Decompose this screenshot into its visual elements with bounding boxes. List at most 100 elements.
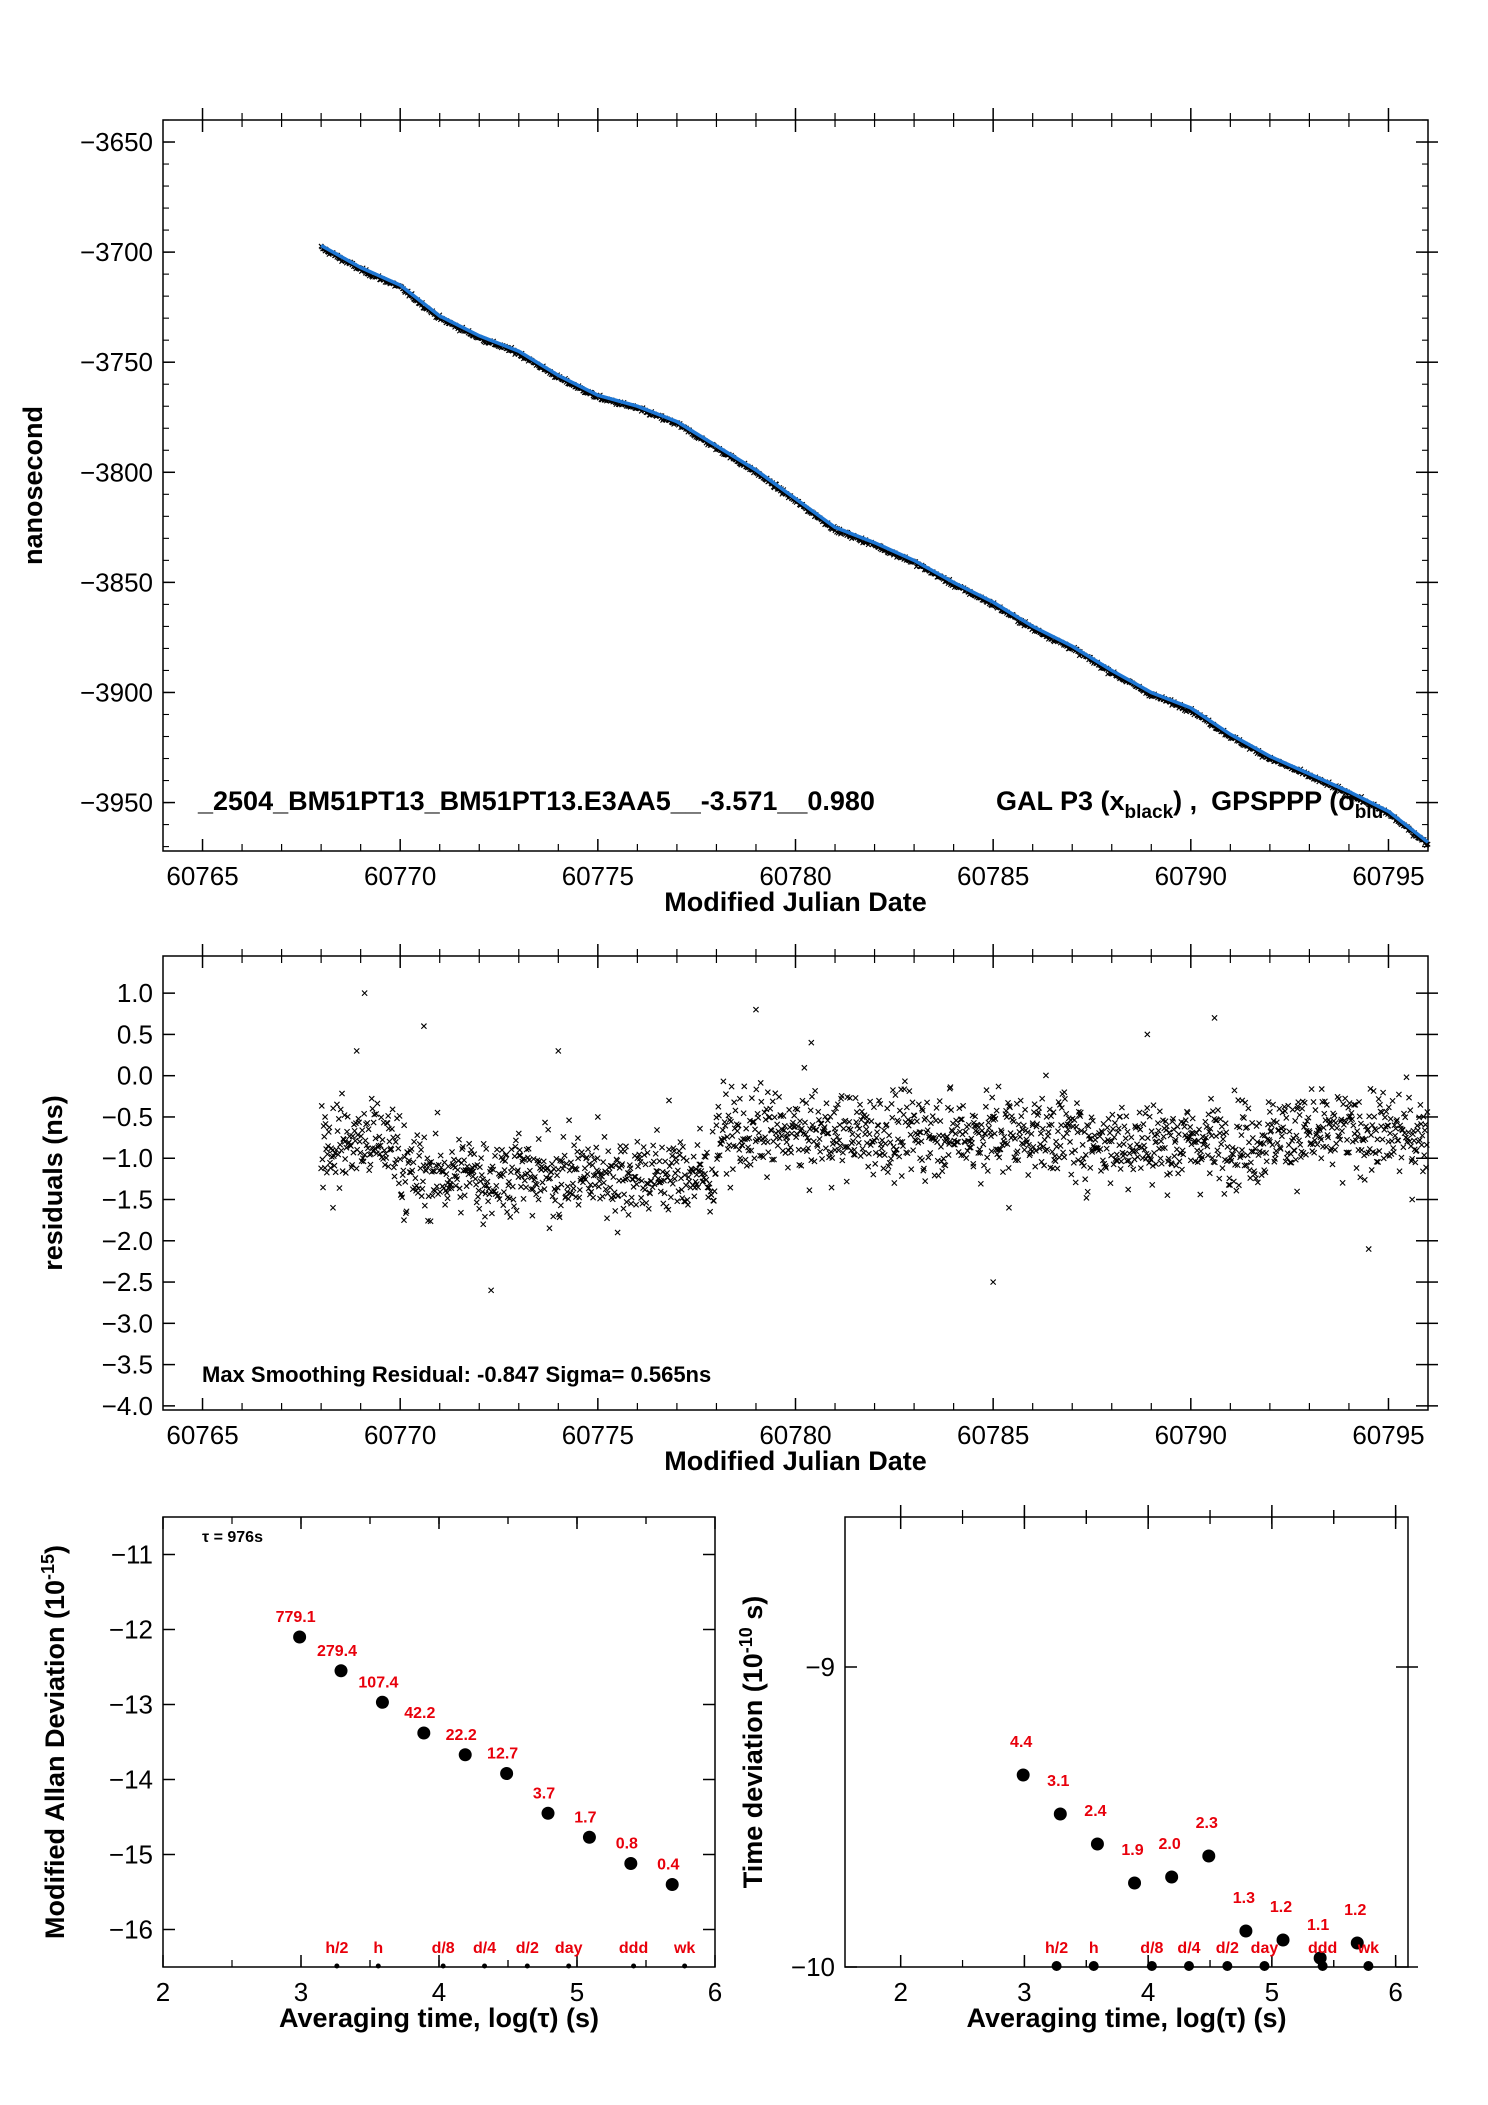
- residual-marker: [937, 1143, 944, 1150]
- time-marker-label: h/2: [325, 1940, 348, 1957]
- residual-marker: [1201, 1138, 1208, 1145]
- residual-marker: [762, 1116, 769, 1123]
- residual-marker: [739, 1142, 746, 1149]
- residual-marker: [697, 1161, 704, 1168]
- residual-marker: [1214, 1147, 1221, 1154]
- residual-marker: [850, 1151, 857, 1158]
- residual-marker: [742, 1156, 749, 1163]
- residual-marker: [939, 1132, 946, 1139]
- residual-marker: [1316, 1126, 1323, 1133]
- y-axis-label: residuals (ns): [38, 1095, 68, 1271]
- residual-marker: [1103, 1145, 1110, 1152]
- residual-marker: [1109, 1111, 1116, 1118]
- residual-marker: [1263, 1150, 1270, 1156]
- plot-frame: [844, 1516, 1409, 1968]
- residual-marker: [965, 1121, 972, 1128]
- residual-marker: [857, 1101, 864, 1108]
- residual-marker: [906, 1088, 913, 1095]
- residual-marker: [537, 1187, 544, 1194]
- residual-marker: [774, 1142, 781, 1149]
- residual-marker: [644, 1149, 651, 1156]
- residual-marker: [1071, 1117, 1078, 1123]
- residual-marker: [1161, 1144, 1168, 1151]
- x-axis-label: Averaging time, log(τ) (s): [966, 2003, 1286, 2033]
- residual-marker: [388, 1146, 395, 1153]
- residual-marker: [323, 1146, 330, 1153]
- residual-marker: [1202, 1118, 1209, 1125]
- residual-marker: [645, 1205, 652, 1212]
- residual-marker: [416, 1152, 423, 1159]
- residual-marker: [402, 1210, 409, 1217]
- residual-marker: [1208, 1095, 1215, 1102]
- residual-marker: [965, 1137, 972, 1144]
- residual-marker: [1099, 1129, 1106, 1136]
- residual-marker: [1116, 1142, 1123, 1149]
- residual-marker: [518, 1183, 524, 1190]
- residual-marker: [727, 1118, 734, 1125]
- residual-marker: [1352, 1137, 1359, 1144]
- residual-marker: [360, 1158, 367, 1165]
- residual-marker: [1282, 1158, 1289, 1165]
- residual-marker: [1118, 1158, 1125, 1165]
- time-marker-dot: [375, 1963, 381, 1969]
- residual-marker: [1385, 1138, 1392, 1145]
- residual-marker: [860, 1149, 867, 1156]
- residual-marker: [885, 1163, 892, 1170]
- residual-marker: [1331, 1112, 1338, 1119]
- residual-marker: [623, 1143, 629, 1150]
- residual-marker: [913, 1118, 920, 1125]
- residual-marker: [385, 1163, 392, 1170]
- residual-marker: [1235, 1182, 1242, 1189]
- residual-marker: [1015, 1121, 1022, 1128]
- residual-marker: [588, 1152, 595, 1159]
- residual-marker: [909, 1099, 916, 1106]
- residual-marker: [601, 1133, 608, 1140]
- deviation-point: [665, 1878, 679, 1891]
- residual-marker: [633, 1201, 640, 1208]
- residual-marker: [1345, 1104, 1352, 1111]
- residual-marker: [478, 1155, 485, 1162]
- residual-marker: [846, 1118, 853, 1125]
- residual-marker: [1306, 1127, 1313, 1134]
- residual-marker: [748, 1147, 755, 1154]
- residual-marker: [957, 1116, 964, 1123]
- residual-marker: [856, 1125, 863, 1132]
- deviation-value-label: 1.3: [1233, 1890, 1255, 1907]
- residual-marker: [593, 1144, 600, 1151]
- residual-marker: [596, 1178, 603, 1185]
- time-marker-label: d/4: [473, 1940, 496, 1957]
- residual-marker: [1357, 1174, 1364, 1181]
- y-tick-label: −1.0: [102, 1143, 153, 1173]
- residual-marker: [1349, 1138, 1356, 1145]
- residual-marker: [369, 1105, 376, 1112]
- residual-marker: [397, 1156, 404, 1163]
- residual-marker: [353, 1047, 360, 1054]
- residual-marker: [565, 1195, 572, 1202]
- residual-marker: [1018, 1113, 1025, 1120]
- residual-marker: [423, 1167, 430, 1174]
- residual-marker: [831, 1109, 838, 1116]
- residual-marker: [480, 1176, 487, 1183]
- residual-marker: [1244, 1124, 1251, 1131]
- residual-marker: [483, 1145, 490, 1152]
- residual-marker: [1068, 1149, 1075, 1156]
- panel-mdev: τ = 976s 2 3 4 5 6 −11 −12 −13 −14 −15 −16 Averagin…: [38, 1516, 722, 2033]
- residual-marker: [650, 1158, 657, 1165]
- residual-marker: [455, 1157, 462, 1164]
- residual-marker: [710, 1197, 717, 1204]
- residual-marker: [521, 1177, 528, 1184]
- residual-marker: [722, 1091, 729, 1098]
- residual-marker: [796, 1118, 803, 1125]
- residual-marker: [1230, 1178, 1237, 1185]
- residual-marker: [396, 1112, 403, 1119]
- residual-marker: [1049, 1165, 1056, 1172]
- residual-marker: [1015, 1157, 1022, 1164]
- y-tick-label: −12: [109, 1615, 153, 1645]
- y-tick-label: −11: [111, 1540, 153, 1570]
- residual-marker: [732, 1107, 739, 1114]
- residual-marker: [893, 1146, 900, 1153]
- residual-marker: [922, 1178, 929, 1185]
- residual-marker: [382, 1161, 388, 1168]
- residual-marker: [1398, 1154, 1405, 1161]
